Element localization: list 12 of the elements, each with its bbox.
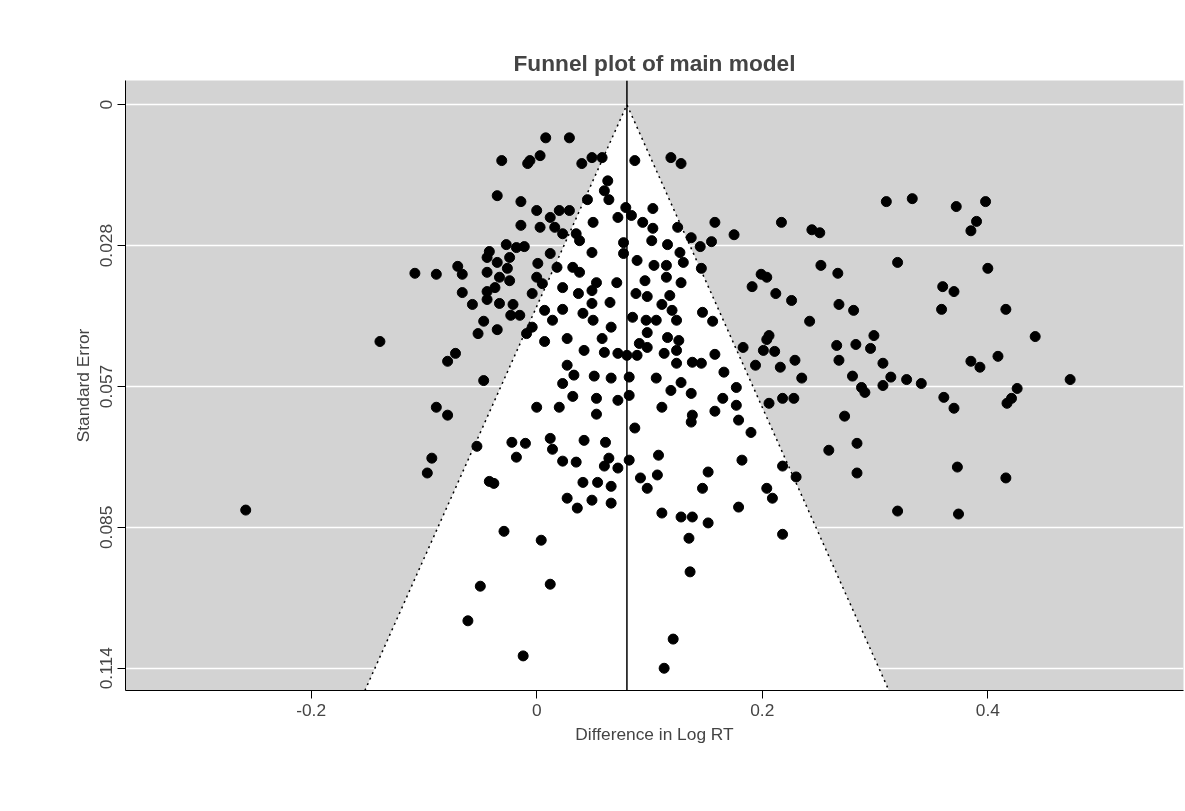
y-tick-label: 0.114 xyxy=(96,646,117,690)
y-tick-label: 0 xyxy=(96,99,117,110)
x-axis-title: Difference in Log RT xyxy=(575,723,735,744)
x-tick-label: 0.4 xyxy=(975,699,1001,720)
y-tick-label: 0.028 xyxy=(96,223,117,268)
y-tick-label: 0.057 xyxy=(96,364,117,409)
chart-title: Funnel plot of main model xyxy=(513,49,796,76)
y-tick-label: 0.085 xyxy=(96,505,117,550)
x-tick-label: 0 xyxy=(531,699,542,720)
x-tick-label: 0.2 xyxy=(750,699,775,720)
x-tick-label: -0.2 xyxy=(296,699,327,720)
y-axis-title: Standard Error xyxy=(72,328,93,443)
